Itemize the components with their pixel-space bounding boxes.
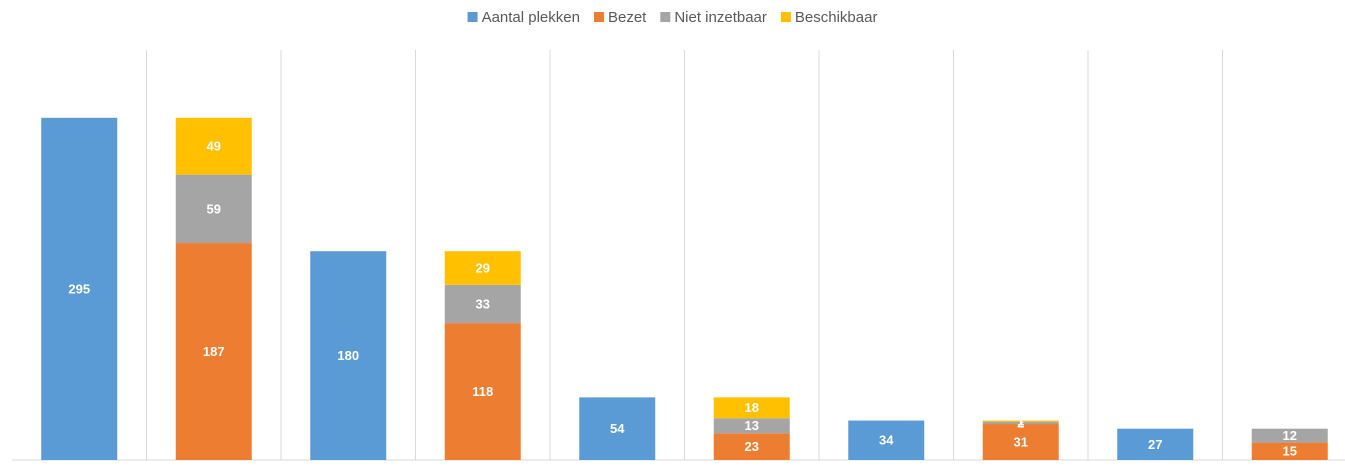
legend-swatch: [467, 12, 478, 22]
bar-segment: [1117, 428, 1194, 460]
data-label: 18: [745, 400, 759, 415]
bar-segment: [175, 174, 252, 244]
data-label: 15: [1283, 444, 1297, 459]
legend-label: Aantal plekken: [482, 9, 580, 26]
data-label: 12: [1283, 428, 1297, 443]
bar-segment: [713, 433, 790, 460]
legend-swatch: [660, 12, 671, 22]
legend-label: Bezet: [608, 9, 647, 26]
bar-segment: [1251, 428, 1328, 443]
legend-swatch: [593, 12, 604, 22]
data-label: 33: [476, 296, 490, 311]
legend-label: Beschikbaar: [795, 9, 878, 26]
data-label: 29: [476, 260, 490, 275]
bar-segment: [310, 251, 387, 460]
bar-segment: [982, 420, 1059, 422]
data-label: 27: [1148, 437, 1162, 452]
data-label: 34: [879, 433, 894, 448]
data-label: 49: [207, 139, 221, 154]
data-label: 1: [1017, 414, 1024, 429]
data-label: 23: [745, 439, 759, 454]
bar-segment: [444, 323, 521, 460]
bar-segment: [713, 397, 790, 419]
data-label: 187: [203, 344, 225, 359]
legend-swatch: [780, 12, 791, 22]
bar-segment: [444, 251, 521, 285]
bar-segment: [848, 420, 925, 460]
bar-segment: [1251, 442, 1328, 460]
bar-segment: [41, 117, 118, 461]
legend: Aantal plekken Bezet Niet inzetbaar Beschik…: [467, 9, 878, 26]
data-label: 118: [472, 384, 493, 399]
legend-label: Niet inzetbaar: [674, 9, 767, 26]
data-label: 59: [207, 201, 221, 216]
data-label: 295: [68, 281, 90, 296]
bar-segment: [982, 421, 1059, 425]
bar-segment: [982, 424, 1059, 460]
data-label: 2: [1017, 415, 1024, 430]
data-label: 13: [745, 418, 759, 433]
data-label: 54: [610, 421, 625, 436]
bar-segment: [579, 397, 656, 460]
data-label: 180: [337, 348, 359, 363]
bar-segment: [444, 284, 521, 324]
bar-segment: [175, 117, 252, 175]
data-label: 31: [1014, 434, 1028, 449]
bar-segment: [713, 418, 790, 434]
bar-segment: [175, 243, 252, 460]
